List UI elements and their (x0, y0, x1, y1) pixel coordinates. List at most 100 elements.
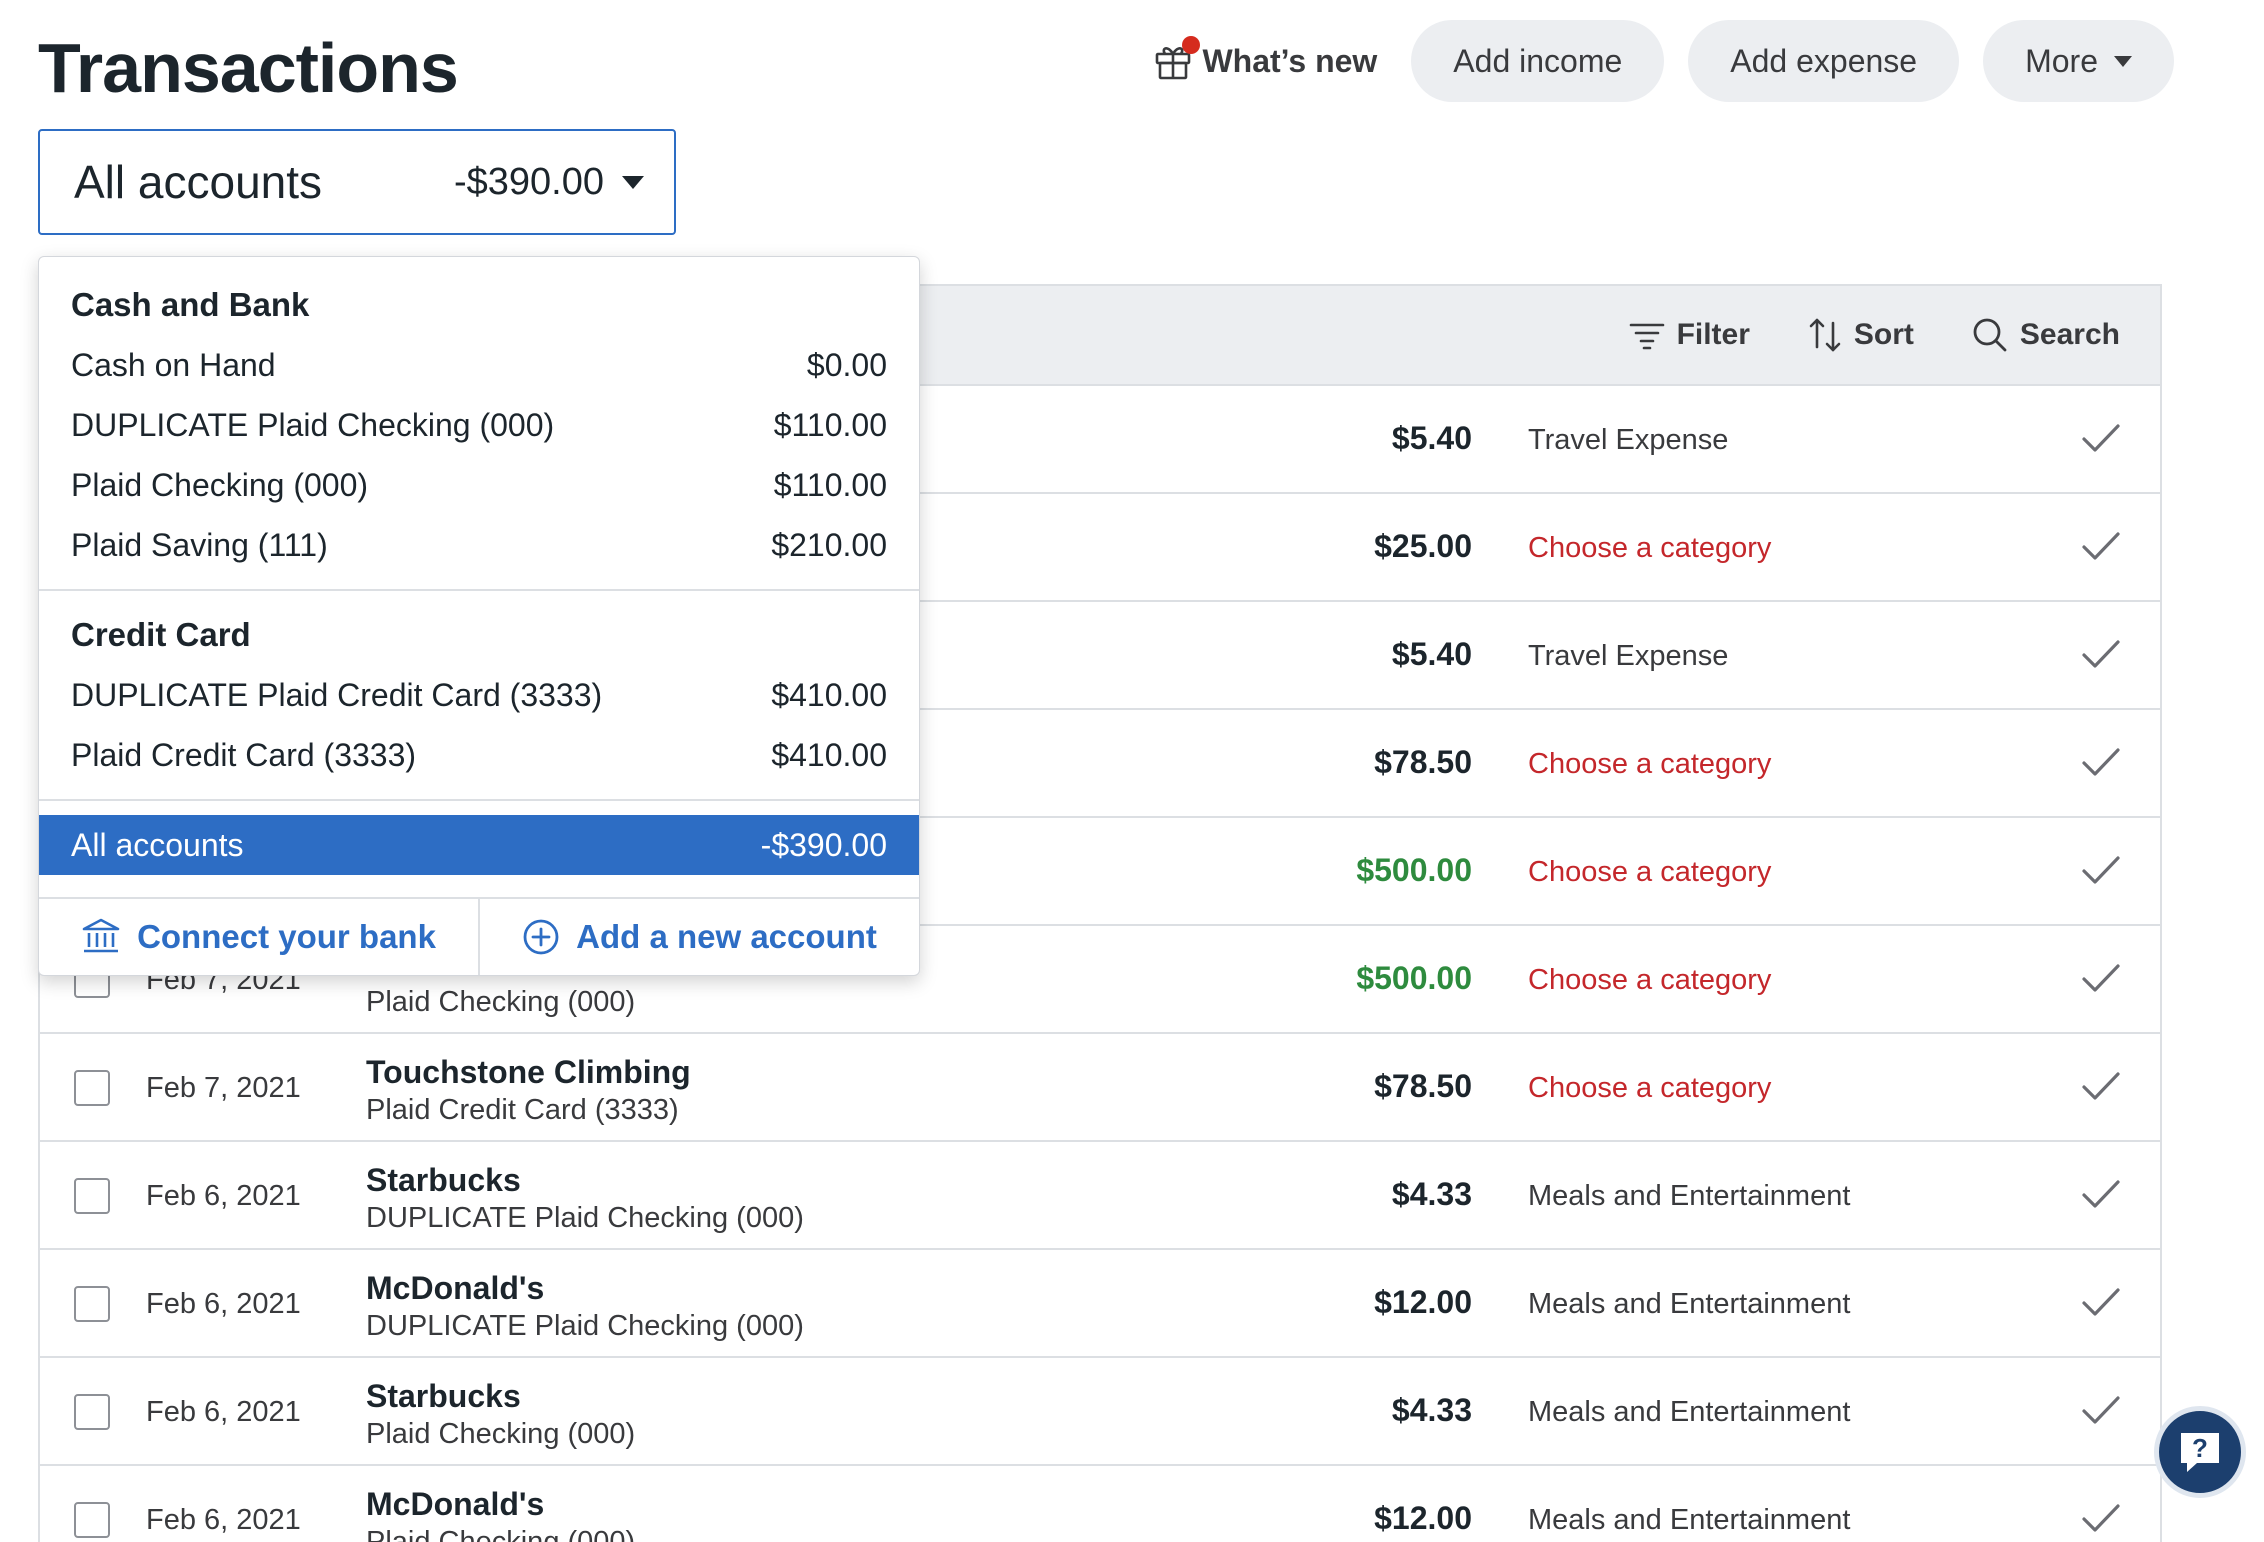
help-button[interactable]: ? (2154, 1406, 2246, 1498)
transaction-row[interactable]: $500.00 Choose a category (40, 818, 2160, 926)
connect-bank-label: Connect your bank (137, 918, 436, 955)
transaction-category[interactable]: Meals and Entertainment (1528, 1180, 1851, 1212)
account-option-all-selected[interactable]: All accounts -$390.00 (39, 815, 919, 875)
add-income-button[interactable]: Add income (1411, 20, 1665, 102)
bank-icon (82, 918, 120, 953)
account-selector-label: All accounts (74, 156, 323, 208)
add-account-button[interactable]: Add a new account (478, 899, 919, 975)
transaction-category[interactable]: Meals and Entertainment (1528, 1396, 1851, 1428)
transaction-row[interactable]: Feb 6, 2021 Starbucks Plaid Checking (000)… (40, 1358, 2160, 1466)
transaction-amount: $78.50 (1374, 744, 1472, 780)
account-option[interactable]: Cash on Hand $0.00 (39, 335, 919, 395)
more-label: More (2025, 42, 2098, 79)
transaction-category[interactable]: Choose a category (1528, 1072, 1772, 1104)
transaction-date: Feb 7, 2021 (146, 1072, 301, 1104)
transaction-payee: McDonald's (366, 1270, 545, 1306)
review-check-icon[interactable] (2078, 1066, 2124, 1106)
account-option[interactable]: Plaid Saving (111) $210.00 (39, 515, 919, 575)
account-option-amount: $410.00 (771, 676, 887, 713)
transaction-category[interactable]: Meals and Entertainment (1528, 1504, 1851, 1536)
transaction-payee: Starbucks (366, 1378, 521, 1414)
review-check-icon[interactable] (2078, 634, 2124, 674)
transaction-account: Plaid Checking (000) (366, 1418, 636, 1450)
account-option[interactable]: DUPLICATE Plaid Credit Card (3333) $410.… (39, 665, 919, 725)
notification-dot (1182, 36, 1201, 54)
transaction-row[interactable]: Feb 6, 2021 Starbucks DUPLICATE Plaid Chec… (40, 1142, 2160, 1250)
review-check-icon[interactable] (2078, 526, 2124, 566)
more-button[interactable]: More (1983, 20, 2174, 102)
filter-button[interactable]: Filter (1629, 318, 1750, 352)
account-option-name: Cash on Hand (71, 346, 276, 383)
group-title-credit-card: Credit Card (71, 616, 251, 653)
whats-new-label: What’s new (1202, 42, 1378, 79)
gift-icon (1154, 36, 1201, 80)
account-option-amount: -$390.00 (760, 826, 887, 863)
filter-label: Filter (1676, 318, 1750, 351)
account-option-amount: $210.00 (771, 526, 887, 563)
top-actions: What’s new Add income Add expense More (1154, 20, 2174, 102)
transaction-date: Feb 6, 2021 (146, 1288, 301, 1320)
transaction-amount: $25.00 (1374, 528, 1472, 564)
transaction-row[interactable]: Feb 7, 2021 Touchstone Climbing Plaid Cred… (40, 1034, 2160, 1142)
account-option-name: Plaid Saving (111) (71, 526, 328, 563)
dropdown-footer: Connect your bank Add a new account (39, 897, 919, 975)
review-check-icon[interactable] (2078, 1174, 2124, 1214)
page-title: Transactions (38, 29, 459, 107)
transaction-date: Feb 6, 2021 (146, 1396, 301, 1428)
add-expense-button[interactable]: Add expense (1688, 20, 1960, 102)
account-option-name: All accounts (71, 826, 244, 863)
account-selector[interactable]: All accounts -$390.00 (38, 129, 676, 235)
account-option-amount: $0.00 (806, 346, 887, 383)
review-check-icon[interactable] (2078, 742, 2124, 782)
help-chat-icon: ? (2181, 1433, 2219, 1472)
transaction-amount: $12.00 (1374, 1500, 1472, 1536)
search-label: Search (2019, 318, 2120, 351)
transaction-account: Plaid Checking (000) (366, 1526, 636, 1542)
transaction-row[interactable]: $78.50 Choose a category (40, 710, 2160, 818)
row-checkbox[interactable] (74, 1502, 110, 1538)
review-check-icon[interactable] (2078, 1390, 2124, 1430)
review-check-icon[interactable] (2078, 418, 2124, 458)
row-checkbox[interactable] (74, 1286, 110, 1322)
review-check-icon[interactable] (2078, 1498, 2124, 1538)
transaction-account: DUPLICATE Plaid Checking (000) (366, 1202, 804, 1234)
transaction-date: Feb 6, 2021 (146, 1180, 301, 1212)
account-option-name: DUPLICATE Plaid Checking (000) (71, 406, 555, 443)
transaction-row[interactable]: $5.40 Travel Expense (40, 602, 2160, 710)
transaction-category[interactable]: Travel Expense (1528, 640, 1729, 672)
transaction-amount: $4.33 (1391, 1392, 1472, 1428)
account-option-amount: $410.00 (771, 736, 887, 773)
review-check-icon[interactable] (2078, 850, 2124, 890)
transaction-payee: Touchstone Climbing (366, 1054, 691, 1090)
transaction-category[interactable]: Travel Expense (1528, 424, 1729, 456)
review-check-icon[interactable] (2078, 958, 2124, 998)
transaction-row[interactable]: Feb 6, 2021 McDonald's DUPLICATE Plaid Che… (40, 1250, 2160, 1358)
account-option-amount: $110.00 (773, 466, 887, 503)
search-button[interactable]: Search (1972, 317, 2120, 353)
transaction-category[interactable]: Choose a category (1528, 532, 1772, 564)
account-option[interactable]: DUPLICATE Plaid Checking (000) $110.00 (39, 395, 919, 455)
divider (39, 799, 919, 801)
whats-new-link[interactable]: What’s new (1154, 36, 1378, 80)
transaction-category[interactable]: Choose a category (1528, 748, 1772, 780)
review-check-icon[interactable] (2078, 1282, 2124, 1322)
account-option-name: Plaid Checking (000) (71, 466, 369, 503)
account-option[interactable]: Plaid Checking (000) $110.00 (39, 455, 919, 515)
transaction-amount: $5.40 (1391, 420, 1472, 456)
account-option[interactable]: Plaid Credit Card (3333) $410.00 (39, 725, 919, 785)
transaction-category[interactable]: Meals and Entertainment (1528, 1288, 1851, 1320)
sort-button[interactable]: Sort (1808, 317, 1914, 353)
connect-bank-button[interactable]: Connect your bank (39, 899, 478, 975)
transaction-category[interactable]: Choose a category (1528, 856, 1772, 888)
filter-icon (1629, 323, 1664, 350)
row-checkbox[interactable] (74, 1070, 110, 1106)
transaction-amount: $5.40 (1391, 636, 1472, 672)
transaction-row[interactable]: Feb 6, 2021 McDonald's Plaid Checking (000… (40, 1466, 2160, 1542)
transaction-category[interactable]: Choose a category (1528, 964, 1772, 996)
transaction-row[interactable]: $25.00 Choose a category (40, 494, 2160, 602)
row-checkbox[interactable] (74, 1178, 110, 1214)
row-checkbox[interactable] (74, 1394, 110, 1430)
account-option-name: Plaid Credit Card (3333) (71, 736, 417, 773)
transaction-account: Plaid Checking (000) (366, 986, 636, 1018)
transaction-payee: Starbucks (366, 1162, 521, 1198)
